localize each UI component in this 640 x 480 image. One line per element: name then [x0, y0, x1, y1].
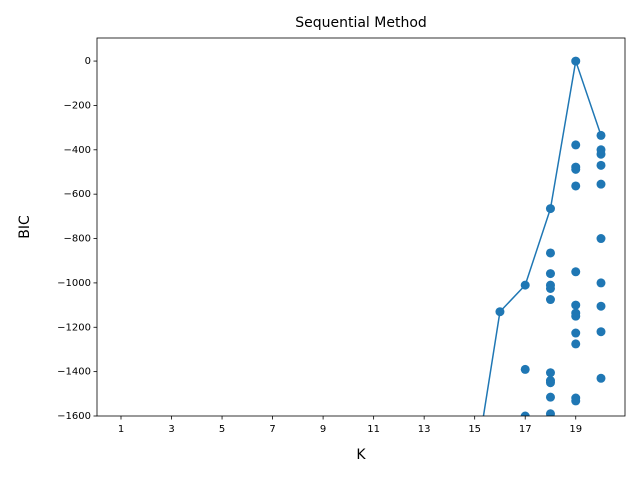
x-tick-label: 17 — [519, 424, 532, 435]
scatter-point — [571, 267, 581, 277]
scatter-point — [571, 181, 581, 191]
scatter-point — [596, 373, 606, 383]
y-tick-label: −1600 — [57, 411, 91, 422]
scatter-point — [596, 278, 606, 288]
scatter-point — [520, 364, 530, 374]
scatter-point — [545, 204, 555, 214]
scatter-point — [495, 307, 505, 317]
scatter-point — [520, 280, 530, 290]
x-tick-label: 19 — [569, 424, 582, 435]
scatter-point — [520, 411, 530, 416]
scatter-point — [545, 392, 555, 402]
axes-frame — [96, 37, 626, 417]
scatter-point — [545, 295, 555, 305]
x-tick-label: 5 — [219, 424, 225, 435]
scatter-point — [596, 301, 606, 311]
scatter-point — [571, 311, 581, 321]
scatter-point — [596, 234, 606, 244]
y-tick-label: −400 — [64, 145, 91, 156]
scatter-point — [596, 327, 606, 337]
y-tick-label: 0 — [85, 56, 91, 67]
scatter-point — [545, 269, 555, 279]
y-tick-label: −200 — [64, 100, 91, 111]
chart-title: Sequential Method — [295, 15, 427, 31]
x-tick-label: 13 — [418, 424, 431, 435]
x-tick-label: 15 — [468, 424, 481, 435]
scatter-point — [545, 368, 555, 378]
line — [482, 60, 602, 416]
y-tick-label: −1400 — [57, 367, 91, 378]
scatter-point — [571, 339, 581, 349]
scatter-point — [545, 283, 555, 293]
scatter-point — [571, 56, 581, 66]
y-tick-label: −1200 — [57, 322, 91, 333]
y-tick-label: −600 — [64, 189, 91, 200]
scatter-point — [596, 149, 606, 159]
y-tick-label: −800 — [64, 234, 91, 245]
x-axis-label: K — [356, 447, 366, 463]
scatter-point — [571, 328, 581, 338]
scatter-point — [596, 160, 606, 170]
y-axis-label: BIC — [17, 215, 33, 239]
x-tick-label: 7 — [269, 424, 275, 435]
scatter-point — [545, 409, 555, 416]
x-tick-label: 11 — [367, 424, 380, 435]
scatter-point — [571, 164, 581, 174]
scatter-point — [571, 300, 581, 310]
y-tick-label: −1000 — [57, 278, 91, 289]
x-tick-label: 3 — [168, 424, 174, 435]
x-tick-label: 1 — [118, 424, 124, 435]
plot-area — [482, 56, 606, 416]
scatter-point — [596, 130, 606, 140]
scatter-point — [571, 140, 581, 150]
scatter-point — [596, 179, 606, 189]
scatter-point — [545, 378, 555, 388]
scatter-point — [571, 396, 581, 406]
scatter-point — [545, 248, 555, 258]
x-tick-label: 9 — [320, 424, 326, 435]
